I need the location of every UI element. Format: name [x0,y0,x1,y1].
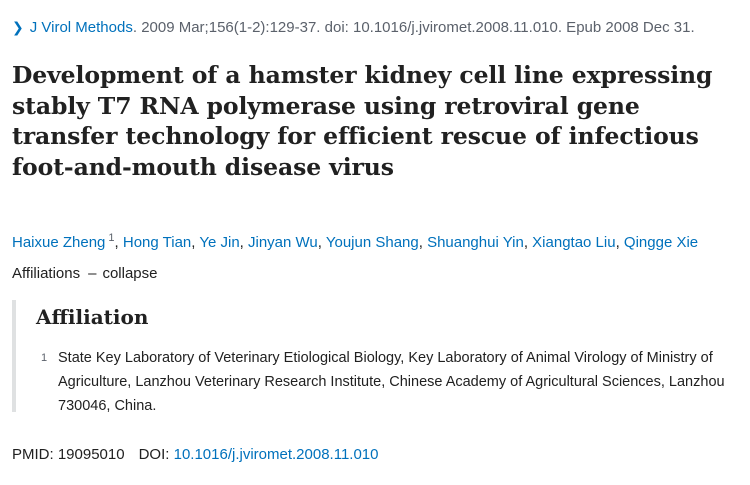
citation-details: 2009 Mar;156(1-2):129-37. doi: 10.1016/j… [141,19,695,36]
affiliations-toggle-label: Affiliations [12,265,81,282]
journal-link[interactable]: J Virol Methods [29,19,133,36]
affiliation-heading: Affiliation [36,305,149,329]
identifiers: PMID: 19095010 DOI: 10.1016/j.jviromet.20… [12,445,378,465]
affiliations-panel: Affiliation 1 State Key Laboratory of Ve… [12,300,740,414]
affiliations-toggle[interactable]: Affiliations – collapse [12,264,157,284]
minus-icon: – [88,265,97,282]
author-link[interactable]: Jinyan Wu [248,234,318,251]
author-link[interactable]: Shuanghui Yin [427,234,524,251]
authors-list: Haixue Zheng 1, Hong Tian, Ye Jin, Jinyan… [12,232,699,251]
author-link[interactable]: Youjun Shang [325,234,419,251]
affiliation-item: 1 State Key Laboratory of Veterinary Eti… [36,346,740,418]
pmid-value: 19095010 [57,446,125,463]
affiliation-number: 1 [41,352,48,364]
citation-line: ❯ J Virol Methods. 2009 Mar;156(1-2):129-… [12,17,695,38]
pmid-label: PMID: [12,446,54,463]
doi-label: DOI: [138,446,170,463]
journal-period: . [132,19,142,36]
collapse-label: collapse [102,265,158,282]
affiliation-text: State Key Laboratory of Veterinary Etiol… [58,350,725,414]
author-link[interactable]: Ye Jin [199,234,240,251]
author-link[interactable]: Haixue Zheng [12,234,106,251]
article-title: Development of a hamster kidney cell lin… [12,61,713,181]
affiliation-ref[interactable]: 1 [108,232,115,244]
chevron-right-icon: ❯ [12,19,24,35]
author-link[interactable]: Hong Tian [122,234,192,251]
author-link[interactable]: Qingge Xie [623,234,699,251]
author-link[interactable]: Xiangtao Liu [532,234,616,251]
doi-link[interactable]: 10.1016/j.jviromet.2008.11.010 [173,446,379,463]
